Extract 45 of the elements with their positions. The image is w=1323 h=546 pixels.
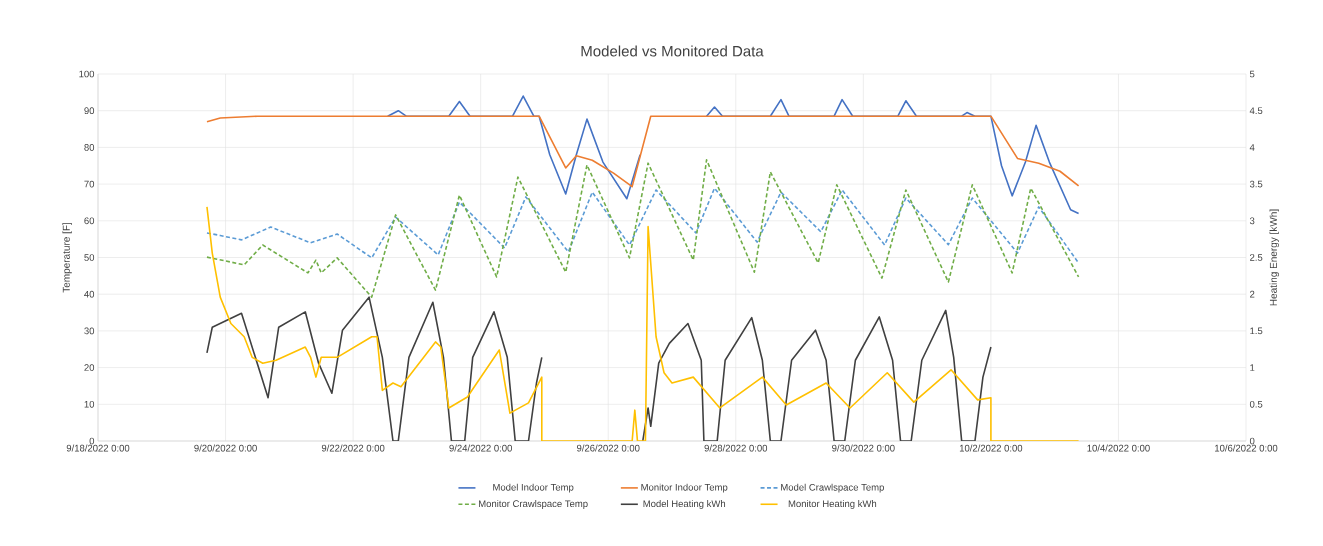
y2-tick-label: 0.5 — [1249, 400, 1263, 408]
x-tick-label: 10/2/2022 0:00 — [959, 444, 1023, 452]
line-series — [206, 159, 1080, 298]
x-tick-label: 10/6/2022 0:00 — [1215, 444, 1278, 452]
x-tick-label: 9/22/2022 0:00 — [321, 444, 385, 452]
y2-axis-title: Heating Energy [kWh] — [1269, 209, 1279, 306]
y-tick-label: 50 — [84, 254, 95, 261]
y2-tick-label: 3 — [1249, 217, 1255, 225]
line-series — [206, 187, 1080, 264]
y-axis-title: Temperature [F] — [62, 222, 72, 293]
x-tick-label: 9/18/2022 0:00 — [66, 444, 130, 452]
x-tick-label: 9/30/2022 0:00 — [832, 444, 895, 452]
y-tick-label: 70 — [84, 180, 95, 188]
line-series — [206, 206, 1080, 441]
x-tick-label: 9/24/2022 0:00 — [449, 444, 512, 452]
y-tick-label: 20 — [84, 364, 95, 371]
line-series — [206, 115, 1080, 188]
y2-tick-label: 4 — [1249, 144, 1255, 151]
legend-label: Monitor Heating kWh — [788, 500, 877, 509]
y-tick-label: 0 — [89, 437, 95, 445]
y-tick-label: 10 — [84, 400, 95, 408]
y2-tick-label: 2.5 — [1250, 254, 1263, 261]
y2-tick-label: 3.5 — [1249, 180, 1263, 188]
y-tick-label: 30 — [84, 327, 95, 335]
chart-title: Modeled vs Monitored Data — [581, 45, 764, 57]
y-tick-label: 40 — [84, 290, 95, 298]
legend-label: Monitor Crawlspace Temp — [479, 500, 588, 509]
y-tick-label: 90 — [84, 107, 95, 115]
legend-label: Model Heating kWh — [643, 500, 726, 509]
legend-label: Model Crawlspace Temp — [781, 483, 884, 493]
y2-tick-label: 2 — [1250, 290, 1255, 298]
y-tick-label: 100 — [79, 70, 95, 78]
x-tick-label: 9/26/2022 0:00 — [576, 444, 640, 452]
y-tick-label: 80 — [84, 144, 95, 151]
x-tick-label: 9/28/2022 0:00 — [704, 444, 768, 452]
y-tick-label: 60 — [84, 217, 95, 225]
y2-tick-label: 1 — [1250, 364, 1255, 371]
y2-tick-label: 4.5 — [1249, 107, 1263, 115]
x-tick-label: 9/20/2022 0:00 — [194, 444, 257, 452]
x-tick-label: 10/4/2022 0:00 — [1087, 444, 1150, 452]
legend-label: Model Indoor Temp — [493, 483, 574, 493]
y2-tick-label: 5 — [1249, 70, 1255, 78]
legend-label: Monitor Indoor Temp — [641, 483, 728, 493]
y2-tick-label: 1.5 — [1250, 327, 1263, 335]
y2-tick-label: 0 — [1249, 437, 1255, 445]
